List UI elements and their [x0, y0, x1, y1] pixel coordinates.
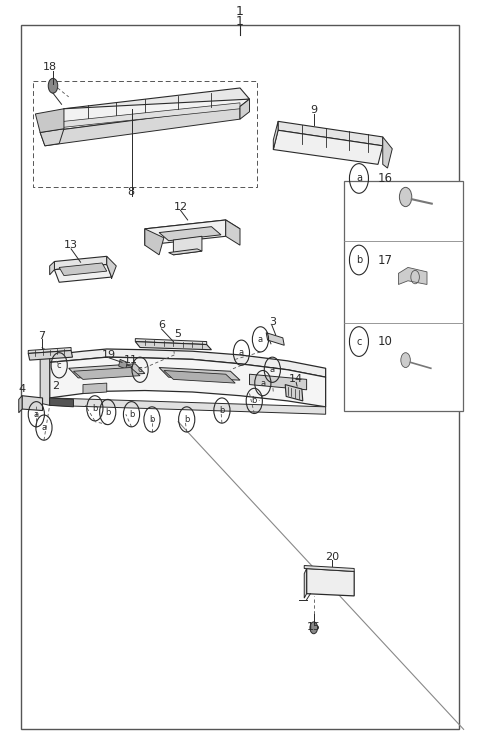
FancyBboxPatch shape: [21, 25, 459, 730]
Polygon shape: [273, 130, 383, 164]
Text: a: a: [239, 348, 244, 357]
Polygon shape: [28, 350, 72, 360]
Text: a: a: [258, 334, 263, 344]
Text: a: a: [41, 423, 47, 432]
Polygon shape: [307, 568, 354, 596]
Text: 6: 6: [158, 320, 165, 330]
Text: c: c: [57, 361, 61, 370]
Polygon shape: [49, 103, 240, 129]
Text: 18: 18: [43, 62, 57, 72]
Circle shape: [399, 188, 412, 206]
Circle shape: [48, 78, 58, 93]
Polygon shape: [304, 568, 307, 598]
Text: b: b: [356, 255, 362, 265]
Polygon shape: [135, 341, 212, 350]
Text: a: a: [34, 410, 39, 419]
Polygon shape: [107, 256, 116, 278]
Text: 14: 14: [289, 374, 303, 384]
Text: 15: 15: [307, 622, 321, 632]
Polygon shape: [119, 359, 127, 369]
Circle shape: [310, 622, 318, 634]
Polygon shape: [49, 349, 325, 377]
Polygon shape: [19, 396, 22, 412]
Polygon shape: [54, 265, 111, 282]
Text: b: b: [184, 415, 190, 424]
Polygon shape: [135, 338, 207, 344]
Text: a: a: [260, 379, 265, 388]
Polygon shape: [36, 109, 64, 133]
Text: 11: 11: [123, 355, 138, 365]
Text: b: b: [219, 406, 225, 415]
Polygon shape: [40, 99, 250, 133]
Polygon shape: [266, 333, 284, 345]
Polygon shape: [145, 229, 164, 255]
Polygon shape: [49, 398, 73, 406]
Polygon shape: [159, 368, 240, 380]
Polygon shape: [159, 226, 221, 241]
Text: b: b: [252, 397, 257, 406]
Polygon shape: [40, 351, 49, 405]
Polygon shape: [40, 129, 64, 146]
Polygon shape: [123, 364, 132, 371]
Polygon shape: [278, 122, 383, 146]
Polygon shape: [22, 396, 43, 410]
Polygon shape: [285, 385, 303, 401]
Text: a: a: [270, 365, 275, 374]
Text: 19: 19: [102, 350, 116, 360]
FancyBboxPatch shape: [344, 181, 463, 410]
Polygon shape: [59, 263, 107, 275]
Polygon shape: [69, 364, 145, 378]
Text: 5: 5: [175, 329, 181, 339]
Text: 4: 4: [19, 384, 25, 394]
Text: 2: 2: [52, 381, 59, 391]
Polygon shape: [164, 370, 235, 383]
Circle shape: [401, 352, 410, 368]
Polygon shape: [240, 99, 250, 119]
Polygon shape: [250, 374, 307, 390]
Polygon shape: [168, 249, 202, 255]
Text: 12: 12: [173, 202, 188, 211]
Polygon shape: [40, 106, 240, 146]
Text: 16: 16: [378, 172, 393, 185]
Polygon shape: [28, 347, 71, 353]
Polygon shape: [273, 122, 278, 149]
Text: 10: 10: [378, 335, 393, 348]
Text: b: b: [105, 407, 110, 416]
Text: b: b: [92, 404, 97, 412]
Polygon shape: [73, 368, 140, 380]
Polygon shape: [173, 236, 202, 255]
Text: 8: 8: [127, 187, 134, 196]
Text: 3: 3: [269, 316, 276, 326]
Polygon shape: [304, 566, 354, 572]
Text: 20: 20: [325, 551, 339, 562]
Polygon shape: [49, 357, 325, 407]
Polygon shape: [49, 398, 325, 414]
Polygon shape: [64, 88, 250, 120]
Text: b: b: [149, 415, 155, 424]
Text: 13: 13: [64, 240, 78, 250]
Text: 9: 9: [310, 105, 317, 116]
Text: 17: 17: [378, 254, 393, 266]
Text: c: c: [356, 337, 361, 346]
Text: a: a: [356, 173, 362, 184]
Text: 1: 1: [236, 15, 244, 28]
Text: b: b: [129, 410, 134, 419]
Text: 1: 1: [236, 4, 244, 17]
Polygon shape: [49, 262, 54, 274]
Polygon shape: [383, 137, 392, 168]
Polygon shape: [145, 220, 226, 245]
Polygon shape: [398, 268, 427, 284]
Polygon shape: [145, 220, 240, 238]
Polygon shape: [83, 383, 107, 394]
Text: 7: 7: [38, 331, 45, 340]
Text: c: c: [138, 365, 143, 374]
Polygon shape: [54, 256, 107, 270]
Polygon shape: [226, 220, 240, 245]
